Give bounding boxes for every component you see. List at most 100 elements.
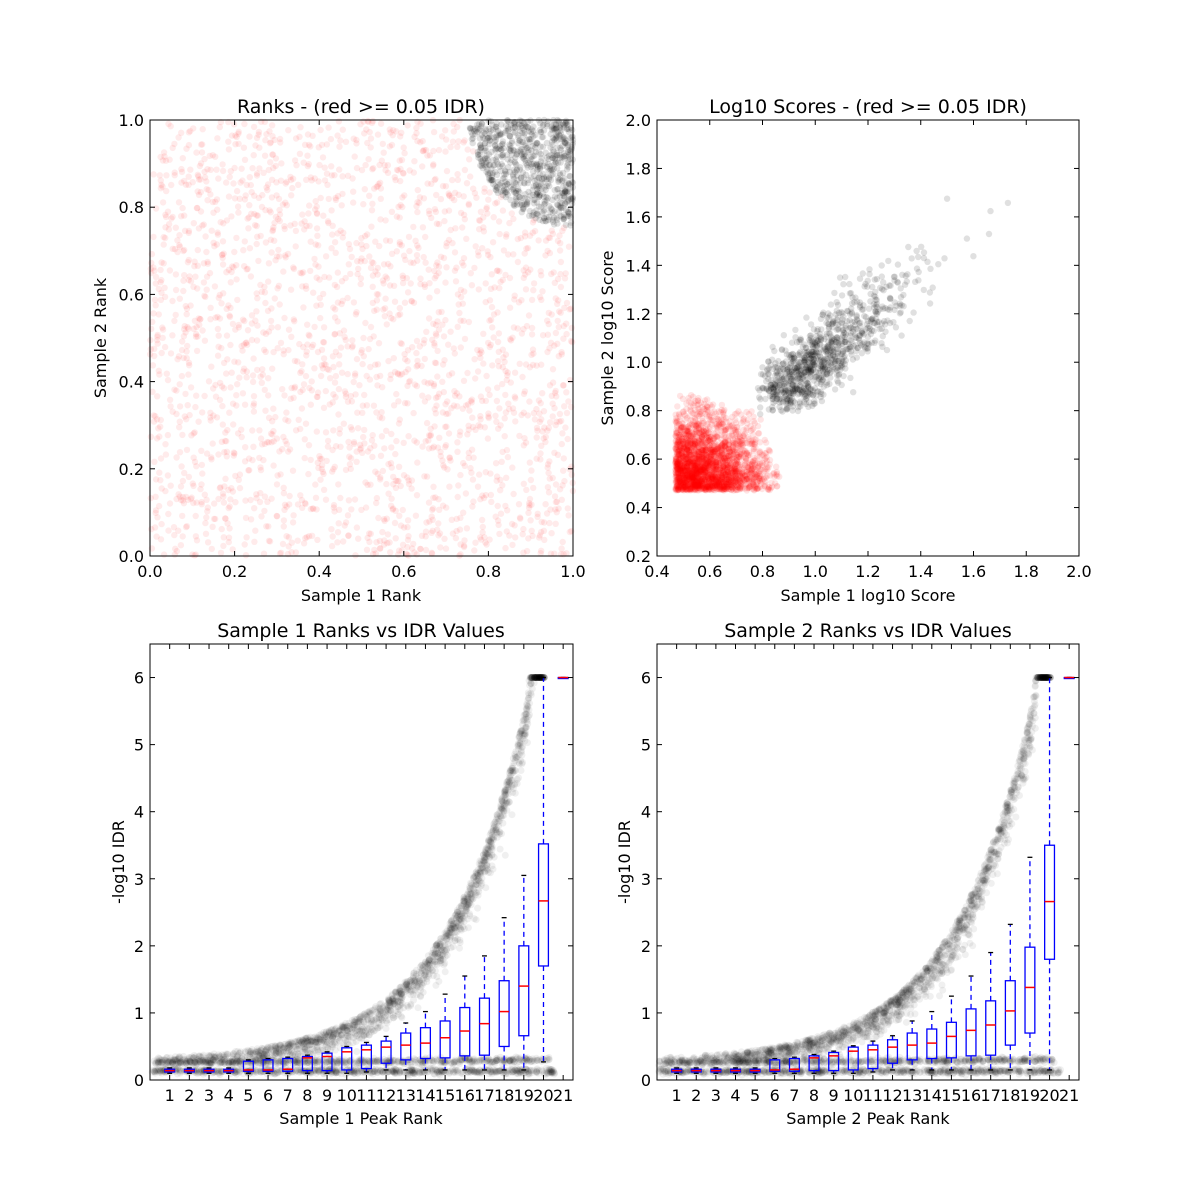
ranks-red-point bbox=[429, 444, 436, 452]
ranks-red-point bbox=[336, 361, 343, 368]
ranks-red-point bbox=[350, 135, 357, 142]
ranks-red-point bbox=[157, 296, 165, 304]
ranks-red-point bbox=[226, 409, 233, 416]
ranks-red-point bbox=[280, 347, 287, 354]
ranks-black-point bbox=[482, 155, 489, 162]
ranks-red-point bbox=[457, 428, 464, 435]
ranks-red-point bbox=[174, 248, 181, 256]
ranks-red-point bbox=[239, 177, 246, 184]
ranks-red-point bbox=[268, 439, 275, 446]
ranks-red-point bbox=[443, 504, 450, 511]
ranks-red-point bbox=[167, 403, 174, 410]
ranks-red-point bbox=[419, 147, 426, 155]
ranks-red-point bbox=[207, 191, 214, 198]
ranks-black-point bbox=[551, 152, 558, 160]
ranks-red-point bbox=[298, 405, 306, 412]
ranks-red-point bbox=[494, 267, 501, 274]
ranks-red-point bbox=[250, 393, 258, 400]
ranks-red-point bbox=[491, 284, 498, 291]
ranks-red-point bbox=[435, 309, 442, 316]
ranks-red-point bbox=[241, 120, 248, 128]
ranks-red-point bbox=[320, 470, 327, 478]
ranks-red-point bbox=[495, 348, 502, 355]
ranks-red-point bbox=[397, 371, 404, 379]
ranks-red-point bbox=[267, 209, 274, 216]
ranks-red-point bbox=[241, 238, 248, 245]
ranks-red-point bbox=[431, 340, 438, 347]
ranks-red-point bbox=[534, 427, 541, 434]
ranks-red-point bbox=[250, 443, 257, 450]
ranks-title: Ranks - (red >= 0.05 IDR) bbox=[237, 96, 485, 118]
ranks-red-point bbox=[432, 321, 440, 329]
ranks-red-point bbox=[546, 419, 554, 426]
ranks-red-point bbox=[382, 217, 389, 224]
ranks-red-point bbox=[435, 520, 442, 527]
ranks-red-point bbox=[277, 177, 285, 184]
ranks-red-point bbox=[457, 317, 464, 324]
ranks-red-point bbox=[242, 514, 250, 522]
ranks-red-point bbox=[280, 517, 288, 524]
ranks-red-point bbox=[374, 382, 381, 389]
ranks-red-point bbox=[367, 144, 374, 151]
ranks-red-point bbox=[386, 126, 393, 133]
ranks-red-point bbox=[461, 288, 468, 295]
ranks-red-point bbox=[179, 155, 186, 162]
ranks-red-point bbox=[545, 424, 552, 431]
ranks-red-point bbox=[453, 527, 460, 535]
ranks-red-point bbox=[190, 220, 197, 227]
ranks-red-point bbox=[187, 278, 195, 285]
ranks-red-point bbox=[428, 180, 435, 187]
ranks-red-point bbox=[224, 426, 231, 434]
ranks-red-point bbox=[201, 392, 208, 400]
ranks-red-point bbox=[357, 275, 365, 282]
ranks-red-point bbox=[342, 393, 350, 400]
ranks-black-point bbox=[548, 165, 555, 172]
ranks-red-point bbox=[176, 381, 183, 388]
ranks-red-point bbox=[457, 471, 464, 479]
ranks-red-point bbox=[563, 389, 570, 396]
ranks-red-point bbox=[301, 454, 308, 462]
ranks-red-point bbox=[243, 374, 250, 381]
ranks-red-point bbox=[434, 444, 442, 451]
ranks-red-point bbox=[282, 180, 289, 187]
ranks-red-point bbox=[199, 470, 206, 477]
ranks-red-point bbox=[482, 298, 489, 306]
ranks-red-point bbox=[235, 321, 242, 329]
ranks-red-point bbox=[511, 292, 518, 299]
ranks-black-point bbox=[549, 218, 557, 225]
ranks-red-point bbox=[483, 205, 490, 213]
ranks-red-point bbox=[447, 226, 454, 234]
ranks-red-point bbox=[350, 188, 357, 195]
ranks-red-point bbox=[167, 482, 174, 489]
ranks-red-point bbox=[430, 483, 437, 490]
ranks-red-point bbox=[191, 317, 199, 324]
ranks-red-point bbox=[160, 233, 167, 241]
ranks-red-point bbox=[477, 536, 485, 543]
ranks-red-point bbox=[359, 360, 366, 368]
ranks-red-point bbox=[226, 313, 234, 320]
ranks-red-point bbox=[475, 217, 483, 224]
ranks-black-point bbox=[559, 134, 566, 141]
ranks-red-point bbox=[331, 379, 339, 386]
ranks-red-point bbox=[438, 133, 446, 140]
ranks-red-point bbox=[474, 346, 481, 354]
ranks-red-point bbox=[414, 357, 421, 365]
ranks-red-point bbox=[340, 229, 347, 236]
ranks-red-point bbox=[183, 348, 190, 355]
ranks-red-point bbox=[404, 536, 412, 544]
ranks-red-point bbox=[223, 453, 230, 460]
ranks-red-point bbox=[277, 339, 285, 347]
ranks-red-point bbox=[320, 486, 328, 493]
ranks-red-point bbox=[240, 144, 248, 151]
ranks-red-point bbox=[399, 541, 407, 548]
ranks-red-point bbox=[160, 551, 168, 558]
ranks-red-point bbox=[262, 330, 270, 337]
ranks-red-point bbox=[373, 499, 380, 507]
ranks-red-point bbox=[308, 343, 316, 351]
ranks-red-point bbox=[211, 500, 218, 507]
ranks-red-point bbox=[225, 504, 232, 512]
ranks-red-point bbox=[565, 243, 573, 250]
ranks-red-point bbox=[354, 409, 361, 416]
ranks-red-point bbox=[303, 348, 310, 355]
ranks-red-point bbox=[490, 311, 498, 318]
